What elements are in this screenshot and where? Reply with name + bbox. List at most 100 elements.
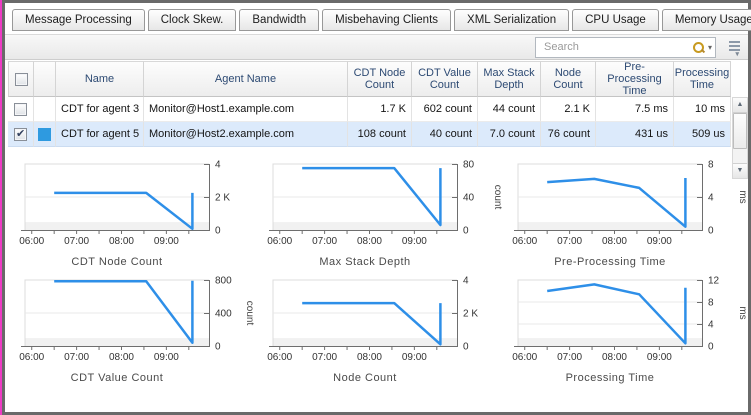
column-header-cdt-node-count[interactable]: CDT Node Count — [348, 61, 412, 97]
row-checkbox-cell[interactable] — [8, 97, 34, 122]
column-header-processing-time[interactable]: Processing Time — [674, 61, 731, 97]
svg-text:Processing Time: Processing Time — [566, 372, 655, 384]
scroll-down-button[interactable]: ▼ — [733, 163, 747, 178]
chart-cdt-value-count: 06:00 07:00 08:00 09:00 0 400 800 count CDT Valu… — [13, 273, 257, 387]
cell-agent-name: Monitor@Host1.example.com — [144, 97, 348, 122]
svg-text:08:00: 08:00 — [109, 236, 134, 247]
search-input[interactable] — [542, 40, 692, 54]
svg-text:0: 0 — [708, 226, 714, 237]
tab-bandwidth[interactable]: Bandwidth — [239, 9, 320, 31]
cell-processing-time: 10 ms — [674, 97, 731, 122]
svg-text:08:00: 08:00 — [357, 352, 382, 363]
svg-text:06:00: 06:00 — [267, 236, 292, 247]
chart-max-stack-depth: 06:00 07:00 08:00 09:00 0 40 80 count Max Stack … — [261, 157, 505, 271]
toolbar: ▾ ▾ — [5, 34, 748, 60]
table-row[interactable]: CDT for agent 3 Monitor@Host1.example.com… — [8, 97, 748, 122]
tab-misbehaving-clients[interactable]: Misbehaving Clients — [322, 9, 452, 31]
svg-text:08:00: 08:00 — [602, 236, 627, 247]
svg-text:0: 0 — [463, 226, 469, 237]
svg-text:07:00: 07:00 — [312, 236, 337, 247]
svg-text:ms: ms — [737, 190, 748, 203]
svg-text:Node Count: Node Count — [333, 372, 397, 384]
svg-text:06:00: 06:00 — [512, 236, 537, 247]
svg-text:40: 40 — [463, 193, 475, 204]
chart-processing-time: 06:00 07:00 08:00 09:00 0 4 8 12 ms Processing Ti… — [506, 273, 750, 387]
tab-memory-usage[interactable]: Memory Usage — [661, 9, 751, 31]
svg-text:4: 4 — [463, 276, 469, 287]
cell-name: CDT for agent 5 — [56, 122, 144, 147]
svg-text:09:00: 09:00 — [647, 352, 672, 363]
scroll-thumb[interactable] — [733, 113, 747, 149]
chart-node-count: 06:00 07:00 08:00 09:00 0 2 K 4 Node Count — [261, 273, 505, 387]
search-dropdown-icon[interactable]: ▾ — [707, 42, 712, 52]
svg-text:06:00: 06:00 — [19, 352, 44, 363]
svg-text:06:00: 06:00 — [267, 352, 292, 363]
cell-max-stack-depth: 44 count — [478, 97, 541, 122]
svg-text:0: 0 — [215, 226, 221, 237]
cell-cdt-node-count: 1.7 K — [348, 97, 412, 122]
table-header-row: Name Agent Name CDT Node Count CDT Value Co… — [8, 61, 748, 97]
charts-panel: 06:00 07:00 08:00 09:00 0 2 K 4 CDT Node Count 0… — [5, 157, 748, 387]
svg-text:400: 400 — [215, 309, 232, 320]
column-header-node-count[interactable]: Node Count — [541, 61, 596, 97]
column-header-max-stack-depth[interactable]: Max Stack Depth — [478, 61, 541, 97]
svg-text:09:00: 09:00 — [647, 236, 672, 247]
svg-text:2 K: 2 K — [463, 309, 478, 320]
svg-text:4: 4 — [215, 160, 221, 171]
table-row[interactable]: CDT for agent 5Monitor@Host2.example.com… — [8, 122, 748, 147]
tab-cpu-usage[interactable]: CPU Usage — [572, 9, 659, 31]
tab-clock-skew[interactable]: Clock Skew. — [147, 9, 237, 31]
row-color-cell — [34, 97, 56, 122]
cell-node-count: 76 count — [541, 122, 596, 147]
cell-processing-time: 509 us — [674, 122, 731, 147]
svg-text:CDT Node Count: CDT Node Count — [71, 256, 162, 268]
data-grid: Name Agent Name CDT Node Count CDT Value Co… — [8, 61, 748, 179]
column-header-agent-name[interactable]: Agent Name — [144, 61, 348, 97]
cell-cdt-node-count: 108 count — [348, 122, 412, 147]
search-box[interactable]: ▾ — [535, 36, 716, 58]
chart-cdt-node-count: 06:00 07:00 08:00 09:00 0 2 K 4 CDT Node Count — [13, 157, 257, 271]
svg-text:08:00: 08:00 — [109, 352, 134, 363]
svg-text:4: 4 — [708, 193, 714, 204]
svg-text:0: 0 — [215, 342, 221, 353]
row-color-cell — [34, 122, 56, 147]
svg-text:Pre-Processing Time: Pre-Processing Time — [554, 256, 666, 268]
svg-text:ms: ms — [737, 306, 748, 319]
column-chooser-icon[interactable]: ▾ — [724, 39, 742, 58]
column-header-name[interactable]: Name — [56, 61, 144, 97]
svg-text:07:00: 07:00 — [557, 236, 582, 247]
header-color-column[interactable] — [34, 61, 56, 97]
tab-message-processing[interactable]: Message Processing — [12, 9, 145, 31]
svg-text:06:00: 06:00 — [19, 236, 44, 247]
svg-text:09:00: 09:00 — [402, 236, 427, 247]
cell-pre-processing-time: 7.5 ms — [596, 97, 674, 122]
chart-pre-processing-time: 06:00 07:00 08:00 09:00 0 4 8 ms Pre-Processing … — [506, 157, 750, 271]
svg-text:06:00: 06:00 — [512, 352, 537, 363]
select-all-checkbox[interactable] — [14, 72, 28, 86]
svg-text:09:00: 09:00 — [402, 352, 427, 363]
svg-text:8: 8 — [708, 298, 714, 309]
cell-node-count: 2.1 K — [541, 97, 596, 122]
column-header-pre-processing-time[interactable]: Pre-Processing Time — [596, 61, 674, 97]
svg-text:09:00: 09:00 — [154, 352, 179, 363]
svg-text:07:00: 07:00 — [312, 352, 337, 363]
svg-text:8: 8 — [708, 160, 714, 171]
cell-max-stack-depth: 7.0 count — [478, 122, 541, 147]
table-body: CDT for agent 3 Monitor@Host1.example.com… — [8, 97, 748, 147]
scroll-up-button[interactable]: ▲ — [733, 98, 747, 113]
row-checkbox[interactable] — [14, 102, 27, 116]
svg-text:CDT Value Count: CDT Value Count — [71, 372, 164, 384]
tab-xml-serialization[interactable]: XML Serialization — [454, 9, 570, 31]
svg-text:07:00: 07:00 — [557, 352, 582, 363]
vertical-scrollbar[interactable]: ▲ ▼ — [732, 97, 748, 179]
svg-text:07:00: 07:00 — [64, 236, 89, 247]
svg-text:12: 12 — [708, 276, 720, 287]
row-checkbox-cell[interactable] — [8, 122, 34, 147]
header-select-all-checkbox[interactable] — [8, 61, 34, 97]
cell-name: CDT for agent 3 — [56, 97, 144, 122]
column-header-cdt-value-count[interactable]: CDT Value Count — [412, 61, 478, 97]
search-icon[interactable] — [692, 41, 705, 54]
row-checkbox[interactable] — [14, 127, 27, 141]
